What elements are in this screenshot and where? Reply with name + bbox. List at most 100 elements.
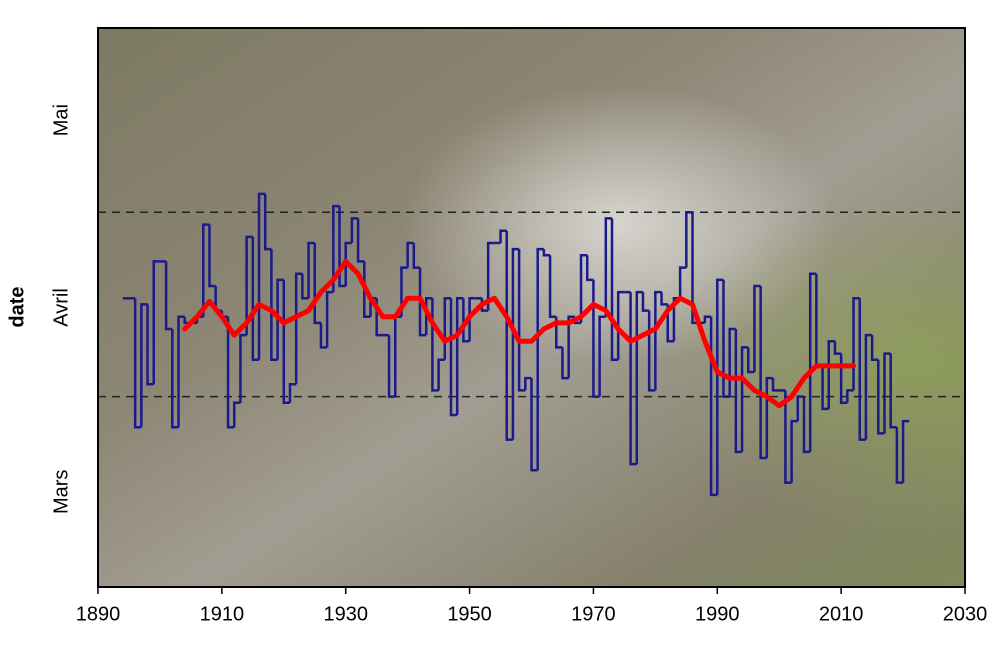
step-segment <box>598 315 606 397</box>
step-segment <box>511 247 520 440</box>
step-segment <box>647 310 656 392</box>
step-segment <box>678 266 687 299</box>
step-segment <box>790 419 798 483</box>
step-segment <box>276 278 284 360</box>
step-segment <box>722 279 730 398</box>
step-segment <box>424 297 433 336</box>
step-segment <box>641 292 650 312</box>
x-tick-label: 1970 <box>571 603 616 625</box>
step-segment <box>561 347 569 380</box>
step-segment <box>177 315 185 428</box>
step-segment <box>734 329 743 454</box>
step-segment <box>759 286 767 460</box>
step-segment <box>548 255 557 318</box>
step-segment <box>802 396 811 454</box>
step-segment <box>524 376 532 391</box>
step-segment <box>437 358 445 391</box>
step-segment <box>263 193 272 251</box>
step-segment <box>654 290 662 391</box>
step-segment <box>685 211 693 268</box>
step-segment <box>307 241 315 299</box>
step-segment <box>208 224 216 288</box>
step-segment <box>703 315 712 323</box>
step-segment <box>140 303 148 428</box>
step-segment <box>542 249 551 257</box>
step-segment <box>356 218 365 263</box>
step-segment <box>771 378 780 392</box>
step-segment <box>462 298 470 343</box>
step-segment <box>332 204 340 293</box>
step-segment <box>400 266 408 317</box>
x-tick-label: 1950 <box>447 603 492 625</box>
step-segment <box>418 267 427 337</box>
step-segment <box>660 292 668 306</box>
step-segment <box>629 292 637 466</box>
step-segment <box>901 419 910 483</box>
step-segment <box>610 218 619 361</box>
plot-frame <box>97 27 966 588</box>
step-segment <box>164 261 173 331</box>
step-segment <box>133 298 142 429</box>
step-segment <box>301 273 309 300</box>
step-segment <box>616 290 625 360</box>
y-tick-label: Avril <box>50 288 72 327</box>
step-segment <box>412 243 421 269</box>
step-segment <box>889 353 897 429</box>
step-segment <box>232 401 241 428</box>
step-segment <box>530 378 538 472</box>
step-segment <box>294 272 303 385</box>
step-segment <box>747 347 755 374</box>
step-segment <box>202 223 210 317</box>
step-segment <box>821 365 829 411</box>
step-segment <box>350 217 359 243</box>
step-segment <box>579 254 588 323</box>
step-segment <box>839 353 848 404</box>
step-segment <box>363 261 371 318</box>
step-segment <box>895 427 904 484</box>
smooth-line <box>182 258 857 409</box>
step-segment <box>864 333 873 440</box>
step-segment <box>833 341 842 355</box>
y-tick-label: Mars <box>50 470 72 514</box>
step-segment <box>883 352 891 434</box>
y-axis-label: date <box>6 286 28 327</box>
x-tick-label: 1910 <box>200 603 245 625</box>
step-segment <box>877 359 885 435</box>
step-segment <box>344 241 352 286</box>
step-segment <box>796 395 804 422</box>
step-segment <box>567 315 575 379</box>
step-segment <box>387 335 396 398</box>
step-segment <box>313 243 321 325</box>
step-segment <box>517 249 526 392</box>
step-segment <box>251 236 260 361</box>
step-segment <box>245 235 253 336</box>
step-segment <box>555 316 563 349</box>
step-segment <box>338 206 346 288</box>
step-segment <box>604 217 613 317</box>
step-segment <box>753 284 761 372</box>
step-segment <box>152 260 160 385</box>
step-segment <box>765 376 774 458</box>
step-segment <box>585 255 594 282</box>
step-segment <box>870 335 879 361</box>
step-segment <box>846 389 854 403</box>
step-segment <box>827 340 835 409</box>
step-segment <box>239 333 247 403</box>
step-segment <box>406 241 414 268</box>
step-segment <box>455 297 464 415</box>
step-segment <box>486 241 495 311</box>
x-tick-label: 2010 <box>819 603 864 625</box>
y-tick-label: Mai <box>50 104 72 136</box>
step-segment <box>666 304 674 343</box>
step-segment <box>808 272 817 452</box>
step-segment <box>499 229 507 243</box>
step-segment <box>288 383 297 403</box>
step-segment <box>146 304 154 386</box>
step-segment <box>635 290 643 465</box>
x-tick-label: 1930 <box>323 603 368 625</box>
step-segment <box>740 346 749 452</box>
x-tick-label: 1890 <box>76 603 121 625</box>
step-segment <box>852 297 860 391</box>
step-segment <box>784 390 792 484</box>
